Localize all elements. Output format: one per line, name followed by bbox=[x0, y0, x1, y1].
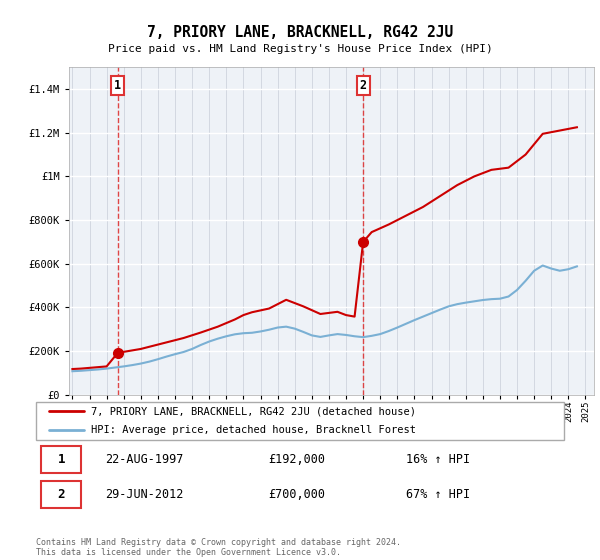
Text: £700,000: £700,000 bbox=[268, 488, 325, 501]
Text: Price paid vs. HM Land Registry's House Price Index (HPI): Price paid vs. HM Land Registry's House … bbox=[107, 44, 493, 54]
Text: 16% ↑ HPI: 16% ↑ HPI bbox=[406, 453, 470, 466]
Text: 2: 2 bbox=[58, 488, 65, 501]
FancyBboxPatch shape bbox=[41, 481, 81, 508]
Text: 22-AUG-1997: 22-AUG-1997 bbox=[104, 453, 183, 466]
Text: 1: 1 bbox=[114, 78, 121, 92]
Text: 7, PRIORY LANE, BRACKNELL, RG42 2JU (detached house): 7, PRIORY LANE, BRACKNELL, RG42 2JU (det… bbox=[91, 406, 416, 416]
FancyBboxPatch shape bbox=[36, 402, 564, 440]
Text: 29-JUN-2012: 29-JUN-2012 bbox=[104, 488, 183, 501]
Text: HPI: Average price, detached house, Bracknell Forest: HPI: Average price, detached house, Brac… bbox=[91, 425, 416, 435]
Text: £192,000: £192,000 bbox=[268, 453, 325, 466]
Text: 2: 2 bbox=[359, 78, 367, 92]
Text: 7, PRIORY LANE, BRACKNELL, RG42 2JU: 7, PRIORY LANE, BRACKNELL, RG42 2JU bbox=[147, 25, 453, 40]
FancyBboxPatch shape bbox=[41, 446, 81, 473]
Text: Contains HM Land Registry data © Crown copyright and database right 2024.
This d: Contains HM Land Registry data © Crown c… bbox=[36, 538, 401, 557]
Text: 67% ↑ HPI: 67% ↑ HPI bbox=[406, 488, 470, 501]
Text: 1: 1 bbox=[58, 453, 65, 466]
